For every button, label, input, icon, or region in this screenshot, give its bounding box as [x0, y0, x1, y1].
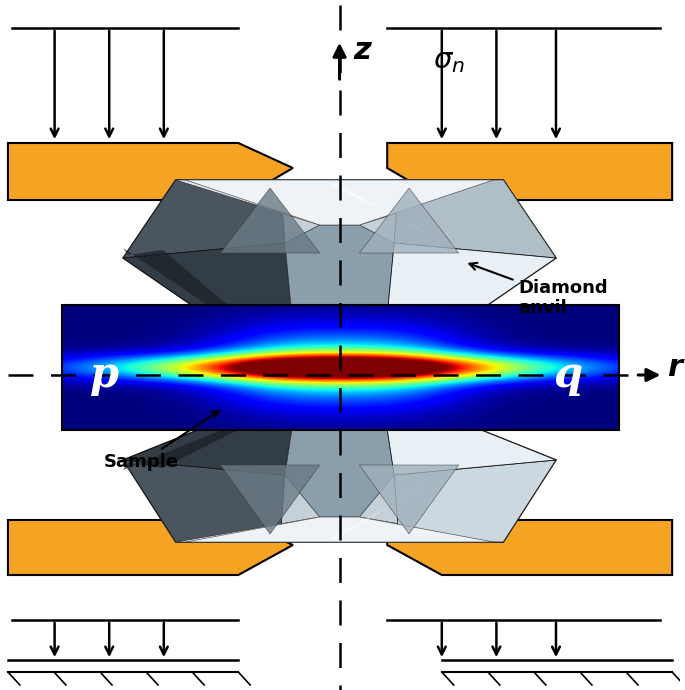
- Polygon shape: [123, 460, 285, 542]
- Polygon shape: [123, 395, 308, 470]
- Polygon shape: [8, 143, 293, 200]
- Polygon shape: [186, 517, 493, 542]
- Polygon shape: [221, 465, 320, 534]
- Polygon shape: [394, 180, 556, 258]
- Text: r: r: [667, 353, 682, 382]
- Polygon shape: [329, 182, 424, 233]
- Text: z: z: [353, 35, 371, 64]
- Polygon shape: [298, 382, 382, 390]
- Text: $\sigma_n$: $\sigma_n$: [433, 47, 465, 75]
- Polygon shape: [123, 390, 298, 475]
- Polygon shape: [123, 390, 556, 542]
- Polygon shape: [382, 243, 556, 378]
- Text: Sample: Sample: [104, 411, 219, 471]
- Text: p: p: [90, 354, 119, 396]
- Polygon shape: [123, 180, 285, 258]
- Polygon shape: [298, 378, 382, 386]
- Polygon shape: [329, 485, 424, 540]
- Polygon shape: [186, 180, 493, 225]
- Polygon shape: [8, 520, 293, 575]
- Polygon shape: [221, 188, 320, 253]
- Text: Diamond
anvil: Diamond anvil: [469, 263, 608, 317]
- Polygon shape: [123, 248, 308, 373]
- Polygon shape: [123, 180, 556, 378]
- Polygon shape: [176, 180, 503, 225]
- Polygon shape: [394, 180, 556, 258]
- Polygon shape: [360, 465, 459, 534]
- Polygon shape: [176, 517, 503, 542]
- Polygon shape: [360, 188, 459, 253]
- Polygon shape: [285, 225, 394, 378]
- Polygon shape: [285, 390, 394, 517]
- Bar: [62, 305, 619, 430]
- Polygon shape: [382, 390, 556, 475]
- Polygon shape: [394, 460, 556, 542]
- Polygon shape: [123, 243, 298, 378]
- Polygon shape: [387, 143, 672, 200]
- Text: q: q: [553, 354, 582, 396]
- Polygon shape: [387, 520, 672, 575]
